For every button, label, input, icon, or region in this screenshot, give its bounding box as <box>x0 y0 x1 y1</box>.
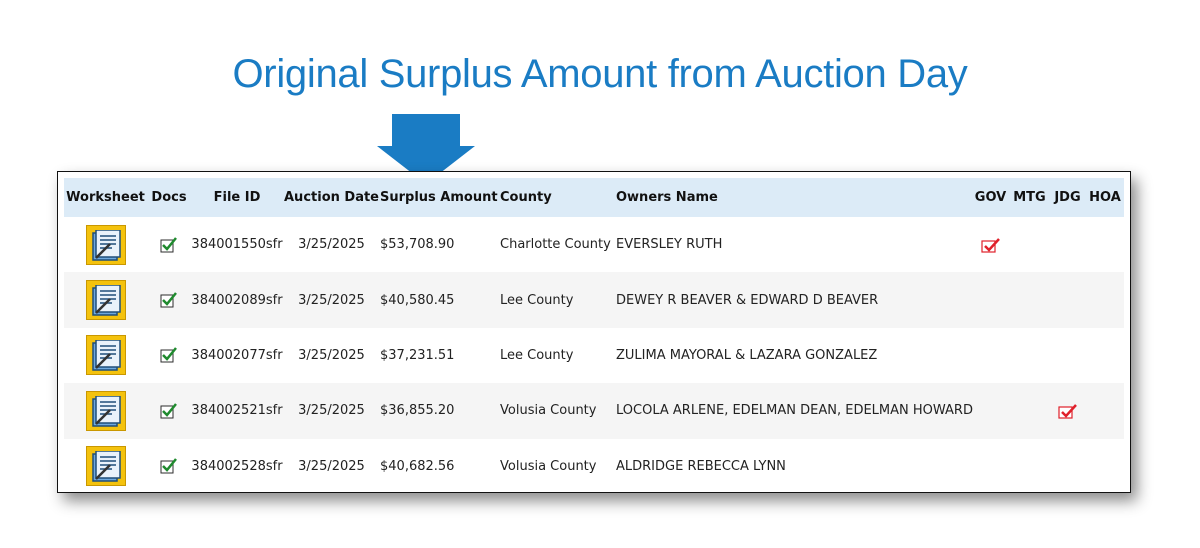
worksheet-icon[interactable] <box>85 390 126 431</box>
worksheet-icon[interactable] <box>85 280 126 321</box>
red-check-flag-icon[interactable] <box>1057 403 1078 419</box>
down-arrow-icon <box>377 114 475 184</box>
cell-mtg <box>1010 217 1049 272</box>
cell-owners-name: DEWEY R BEAVER & EDWARD D BEAVER <box>616 292 879 308</box>
cell-jdg <box>1049 328 1086 383</box>
cell-gov <box>971 217 1010 272</box>
cell-gov <box>971 383 1010 438</box>
cell-file-id: 384002077sfr <box>191 347 283 363</box>
worksheet-icon[interactable] <box>85 446 126 487</box>
col-header-mtg[interactable]: MTG <box>1013 190 1046 205</box>
col-header-worksheet[interactable]: Worksheet <box>66 190 145 205</box>
col-header-hoa[interactable]: HOA <box>1089 190 1121 205</box>
cell-gov <box>971 439 1010 494</box>
cell-mtg <box>1010 328 1049 383</box>
col-header-gov[interactable]: GOV <box>974 190 1007 205</box>
cell-file-id: 384002528sfr <box>191 458 283 474</box>
col-header-file-id[interactable]: File ID <box>213 190 261 205</box>
cell-hoa <box>1086 217 1124 272</box>
col-header-jdg[interactable]: JDG <box>1054 190 1081 205</box>
cell-gov <box>971 328 1010 383</box>
col-header-docs[interactable]: Docs <box>151 190 187 205</box>
green-check-icon[interactable] <box>160 347 178 363</box>
cell-hoa <box>1086 383 1124 438</box>
cell-file-id: 384002089sfr <box>191 292 283 308</box>
table-row[interactable]: 384002521sfr 3/25/2025 $36,855.20 Volusi… <box>64 383 1124 439</box>
cell-county: Charlotte County <box>500 237 611 253</box>
table-row[interactable]: 384001550sfr 3/25/2025 $53,708.90 Charlo… <box>64 217 1124 272</box>
surplus-table-panel: Worksheet Docs File ID Auction Date Surp… <box>57 171 1131 493</box>
cell-auction-date: 3/25/2025 <box>298 237 365 253</box>
cell-mtg <box>1010 272 1049 327</box>
cell-file-id: 384002521sfr <box>191 403 283 419</box>
worksheet-icon[interactable] <box>85 335 126 376</box>
cell-auction-date: 3/25/2025 <box>298 292 365 308</box>
cell-jdg <box>1049 272 1086 327</box>
cell-gov <box>971 272 1010 327</box>
cell-surplus-amount: $40,580.45 <box>380 292 455 308</box>
cell-hoa <box>1086 439 1124 494</box>
green-check-icon[interactable] <box>160 292 178 308</box>
cell-county: Lee County <box>500 292 574 308</box>
table-row[interactable]: 384002089sfr 3/25/2025 $40,580.45 Lee Co… <box>64 272 1124 328</box>
cell-auction-date: 3/25/2025 <box>298 458 365 474</box>
cell-surplus-amount: $40,682.56 <box>380 458 455 474</box>
table-row[interactable]: 384002528sfr 3/25/2025 $40,682.56 Volusi… <box>64 439 1124 494</box>
col-header-auction-date[interactable]: Auction Date <box>284 190 379 205</box>
cell-file-id: 384001550sfr <box>191 237 283 253</box>
cell-auction-date: 3/25/2025 <box>298 403 365 419</box>
cell-hoa <box>1086 328 1124 383</box>
cell-surplus-amount: $53,708.90 <box>380 237 455 253</box>
green-check-icon[interactable] <box>160 458 178 474</box>
cell-surplus-amount: $37,231.51 <box>380 347 455 363</box>
green-check-icon[interactable] <box>160 403 178 419</box>
col-header-surplus-amount[interactable]: Surplus Amount <box>380 190 498 205</box>
cell-owners-name: EVERSLEY RUTH <box>616 237 723 253</box>
cell-jdg <box>1049 383 1086 438</box>
cell-county: Volusia County <box>500 403 597 419</box>
cell-jdg <box>1049 439 1086 494</box>
cell-hoa <box>1086 272 1124 327</box>
table-row[interactable]: 384002077sfr 3/25/2025 $37,231.51 Lee Co… <box>64 328 1124 383</box>
cell-mtg <box>1010 439 1049 494</box>
green-check-icon[interactable] <box>160 236 178 253</box>
surplus-table: Worksheet Docs File ID Auction Date Surp… <box>64 178 1124 494</box>
cell-surplus-amount: $36,855.20 <box>380 403 455 419</box>
red-check-flag-icon[interactable] <box>980 237 1001 253</box>
cell-jdg <box>1049 217 1086 272</box>
col-header-county[interactable]: County <box>500 190 552 205</box>
cell-owners-name: LOCOLA ARLENE, EDELMAN DEAN, EDELMAN HOW… <box>616 403 973 419</box>
cell-auction-date: 3/25/2025 <box>298 347 365 363</box>
table-header-row: Worksheet Docs File ID Auction Date Surp… <box>64 178 1124 217</box>
cell-owners-name: ZULIMA MAYORAL & LAZARA GONZALEZ <box>616 347 878 363</box>
cell-owners-name: ALDRIDGE REBECCA LYNN <box>616 458 786 474</box>
col-header-owners-name[interactable]: Owners Name <box>616 190 718 205</box>
cell-mtg <box>1010 383 1049 438</box>
cell-county: Lee County <box>500 347 574 363</box>
worksheet-icon[interactable] <box>85 224 126 265</box>
cell-county: Volusia County <box>500 458 597 474</box>
caption-title: Original Surplus Amount from Auction Day <box>232 52 968 96</box>
